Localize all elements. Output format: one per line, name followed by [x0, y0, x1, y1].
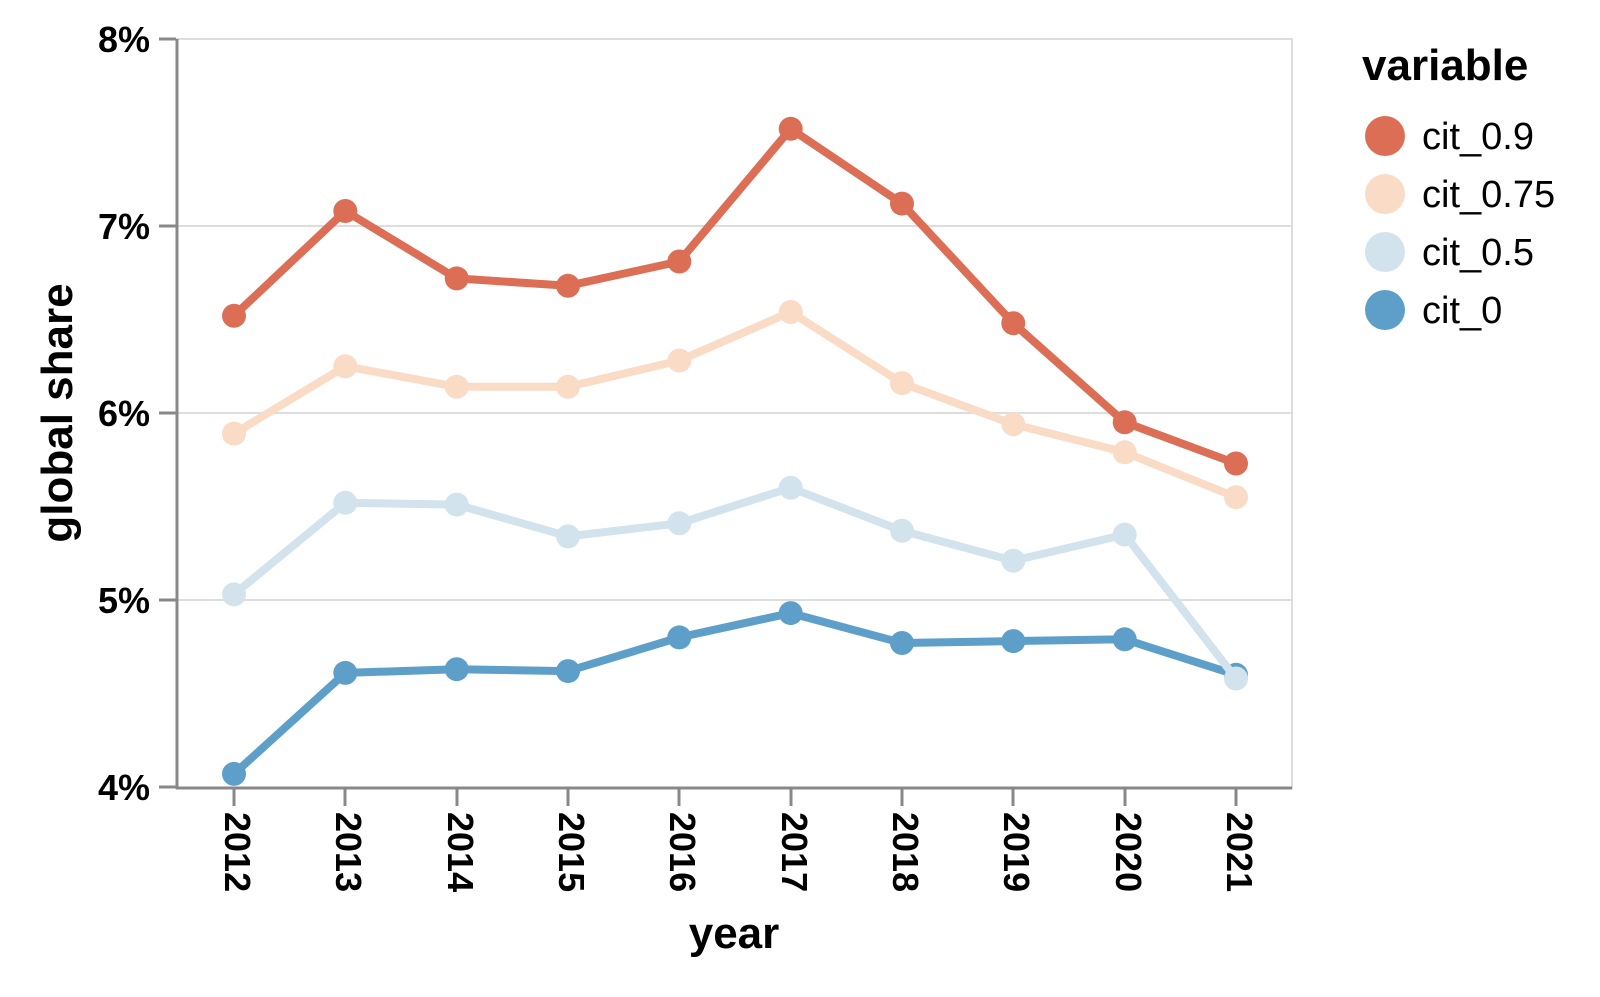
cit_0.9-point-2012: [222, 303, 246, 328]
cit_0.9-point-2020: [1112, 410, 1137, 435]
cit_0.75-point-2016: [667, 348, 692, 373]
x-tick-label: 2013: [328, 812, 369, 892]
series-layer: [222, 116, 1248, 786]
cit_0.75-line: [230, 308, 1240, 502]
cit_0.9-point-2015: [556, 273, 580, 298]
cit_0.5-point-2020: [1112, 522, 1137, 547]
legend: variable cit_0.9 cit_0.75 cit_0.5 cit_0: [1362, 41, 1555, 332]
y-tick-label: 6%: [98, 393, 150, 434]
cit_0-point-2015: [556, 659, 580, 684]
cit_0-point-2012: [222, 761, 246, 786]
x-tick-label: 2016: [662, 812, 703, 892]
legend-swatch-cit-0.5: [1365, 232, 1405, 272]
cit_0-point-2016: [667, 625, 692, 650]
cit_0-point-2017: [778, 601, 803, 626]
x-tick-label: 2015: [551, 812, 592, 892]
y-tick-label: 5%: [98, 580, 150, 621]
cit_0.9-point-2018: [890, 191, 914, 216]
x-tick-label: 2020: [1108, 812, 1149, 892]
x-tick-label: 2012: [217, 812, 258, 892]
x-tick-labels: 2012 2013 2014 2015 2016 2017 2018 2019 …: [217, 812, 1260, 892]
legend-label-cit-0.9: cit_0.9: [1422, 116, 1534, 158]
cit_0.75-point-2012: [222, 421, 246, 446]
legend-label-cit-0.75: cit_0.75: [1422, 174, 1555, 216]
cit_0.5-point-2013: [333, 490, 358, 515]
cit_0.9-point-2017: [778, 116, 803, 141]
x-tick-label: 2017: [774, 812, 815, 892]
legend-label-cit-0.5: cit_0.5: [1422, 232, 1534, 274]
y-tick-label: 7%: [98, 206, 150, 247]
x-tick-label: 2014: [440, 812, 481, 892]
axes: [175, 39, 1292, 790]
legend-label-cit-0: cit_0: [1422, 290, 1502, 332]
legend-swatch-cit-0: [1365, 290, 1405, 330]
cit_0.75-point-2014: [444, 374, 469, 399]
cit_0.9-point-2021: [1224, 451, 1248, 476]
y-tick-labels: 4% 5% 6% 7% 8%: [98, 19, 150, 808]
y-tick-label: 4%: [98, 767, 150, 808]
y-tick-label: 8%: [98, 19, 150, 60]
cit_0.9-point-2019: [1001, 311, 1026, 336]
cit_0.5-line: [230, 483, 1240, 683]
cit_0.75-point-2018: [890, 371, 914, 396]
legend-swatch-cit-0.9: [1365, 116, 1405, 156]
cit_0.5-point-2015: [556, 524, 580, 549]
x-tick-label: 2018: [885, 812, 926, 892]
cit_0-point-2019: [1001, 629, 1026, 654]
cit_0.75-point-2021: [1224, 485, 1248, 510]
x-axis-title: year: [689, 909, 780, 958]
cit_0.9-point-2013: [333, 199, 358, 223]
cit_0.75-point-2015: [556, 374, 580, 399]
cit_0.9-point-2016: [667, 249, 692, 274]
y-axis-title: global share: [33, 283, 82, 542]
cit_0.5-point-2016: [667, 511, 692, 536]
cit_0.5-point-2012: [222, 582, 246, 607]
cit_0-point-2014: [444, 657, 469, 682]
cit_0.75-point-2019: [1001, 412, 1026, 437]
x-tick-label: 2019: [996, 812, 1037, 892]
cit_0-point-2020: [1112, 627, 1137, 652]
cit_0.9-line: [230, 124, 1240, 468]
cit_0-line: [230, 609, 1240, 778]
cit_0.9-point-2014: [444, 266, 469, 291]
x-tick-label: 2021: [1219, 812, 1260, 892]
cit_0.5-point-2018: [890, 518, 914, 543]
cit_0-point-2013: [333, 660, 358, 685]
cit_0.75-point-2017: [778, 300, 803, 324]
cit_0.5-point-2019: [1001, 548, 1026, 573]
cit_0.5-point-2021: [1224, 666, 1248, 691]
cit_0.5-point-2017: [778, 475, 803, 500]
cit_0-point-2018: [890, 631, 914, 655]
y-ticks: [159, 37, 176, 789]
cit_0.75-point-2013: [333, 354, 358, 379]
legend-swatch-cit-0.75: [1365, 174, 1405, 214]
cit_0.5-point-2014: [444, 492, 469, 517]
cit_0.75-point-2020: [1112, 440, 1137, 465]
legend-title: variable: [1362, 41, 1528, 90]
x-ticks: [232, 789, 1238, 806]
